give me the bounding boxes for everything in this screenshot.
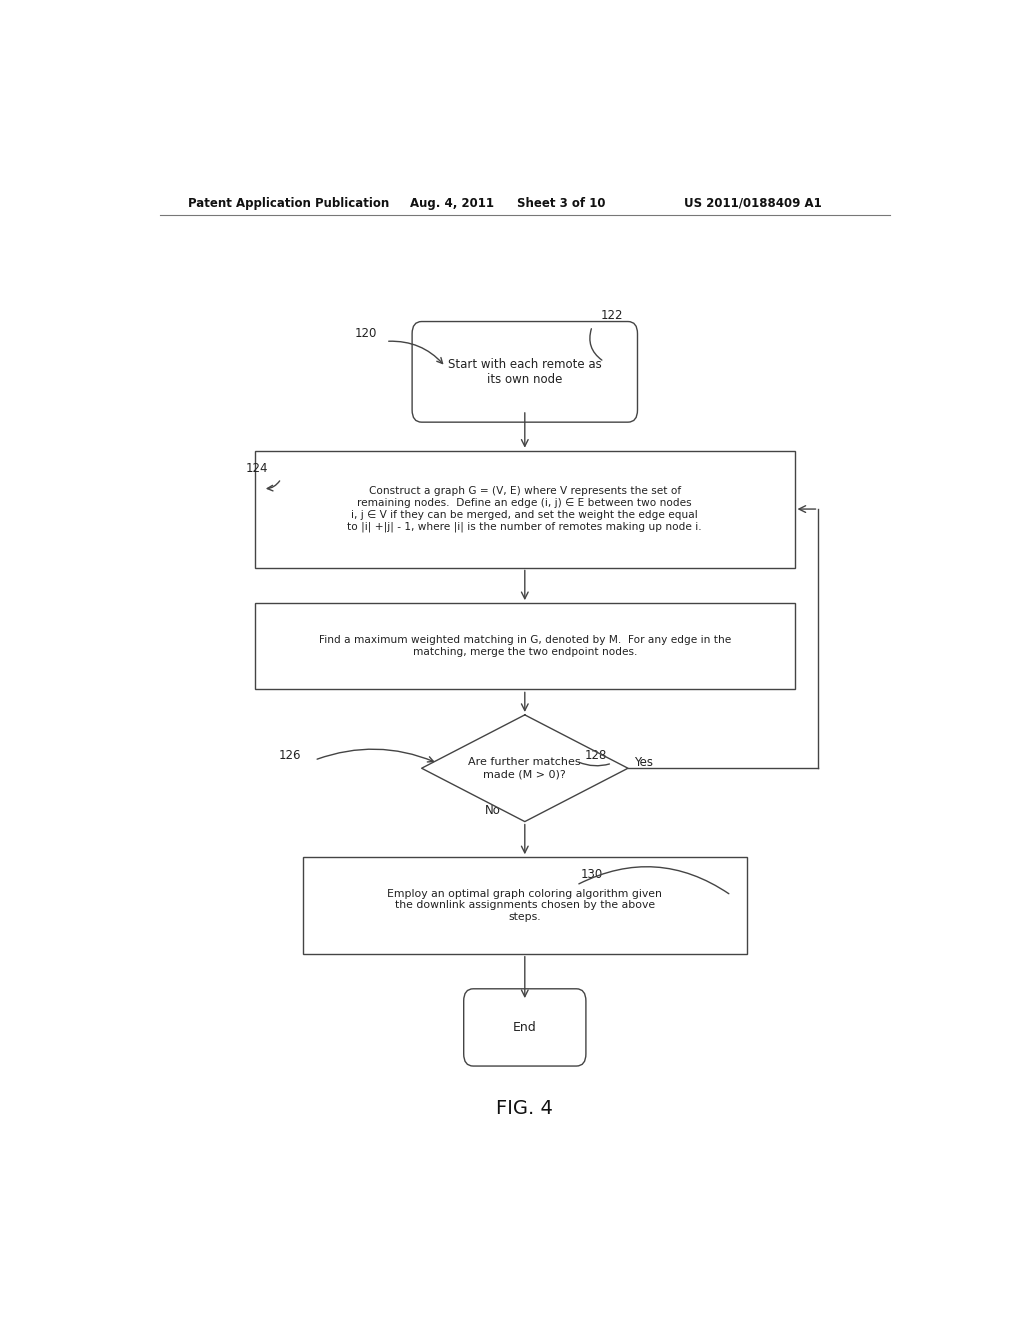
Text: 128: 128 (585, 748, 606, 762)
Text: Yes: Yes (634, 755, 653, 768)
FancyBboxPatch shape (464, 989, 586, 1067)
Text: Sheet 3 of 10: Sheet 3 of 10 (517, 197, 605, 210)
Text: Are further matches
made (M > 0)?: Are further matches made (M > 0)? (469, 758, 581, 779)
Text: Find a maximum weighted matching in G, denoted by M.  For any edge in the
matchi: Find a maximum weighted matching in G, d… (318, 635, 731, 657)
Text: No: No (485, 804, 501, 817)
Text: 120: 120 (354, 327, 377, 339)
Text: Start with each remote as
its own node: Start with each remote as its own node (447, 358, 602, 385)
Text: 130: 130 (581, 869, 602, 882)
Text: Patent Application Publication: Patent Application Publication (187, 197, 389, 210)
Text: 124: 124 (246, 462, 268, 475)
Text: FIG. 4: FIG. 4 (497, 1100, 553, 1118)
FancyBboxPatch shape (412, 322, 638, 422)
Text: End: End (513, 1020, 537, 1034)
Bar (303, 857, 748, 954)
Polygon shape (422, 715, 628, 821)
Bar (255, 603, 795, 689)
Text: Employ an optimal graph coloring algorithm given
the downlink assignments chosen: Employ an optimal graph coloring algorit… (387, 888, 663, 923)
Text: Construct a graph G = (V, E) where V represents the set of
remaining nodes.  Def: Construct a graph G = (V, E) where V rep… (347, 486, 702, 532)
Text: 126: 126 (279, 748, 301, 762)
Text: 122: 122 (600, 309, 623, 322)
Text: US 2011/0188409 A1: US 2011/0188409 A1 (684, 197, 821, 210)
Bar (255, 450, 795, 568)
Text: Aug. 4, 2011: Aug. 4, 2011 (410, 197, 494, 210)
